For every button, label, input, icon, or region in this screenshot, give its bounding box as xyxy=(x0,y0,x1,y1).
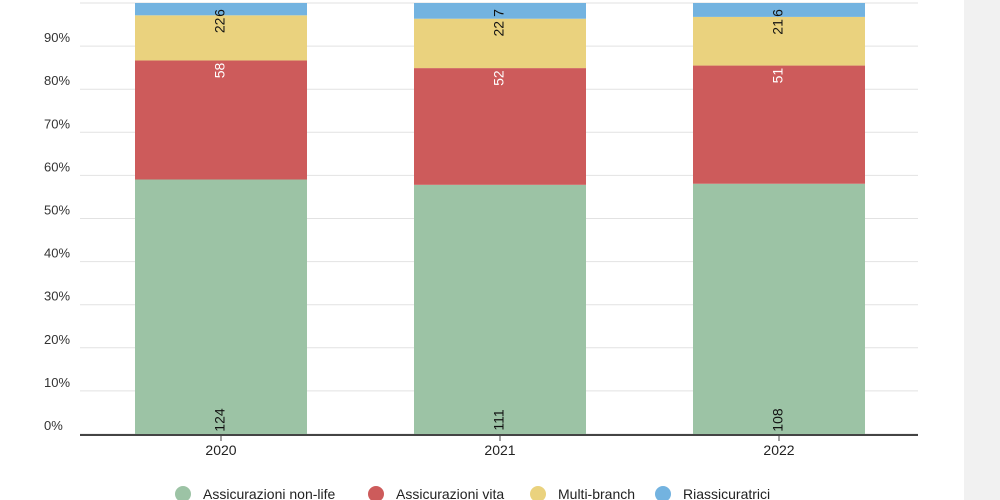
data-label: 6 xyxy=(770,9,786,17)
data-label: 52 xyxy=(491,70,507,86)
bar-segment xyxy=(414,68,586,185)
legend-label: Riassicuratrici xyxy=(683,486,770,500)
legend-swatch xyxy=(175,486,191,500)
y-tick-label: 80% xyxy=(44,73,70,88)
bar-segment xyxy=(414,18,586,69)
y-tick-label: 30% xyxy=(44,289,70,304)
bar-segment xyxy=(693,16,865,66)
bar-segment xyxy=(135,60,307,180)
data-label: 108 xyxy=(770,408,786,432)
bar-segment xyxy=(135,15,307,61)
legend: Assicurazioni non-life Assicurazioni vita… xyxy=(175,486,770,500)
x-axis: 2020 2021 2022 xyxy=(80,434,918,458)
legend-swatch xyxy=(655,486,671,500)
bar-segment xyxy=(693,65,865,184)
data-label: 51 xyxy=(770,68,786,84)
data-label: 22 xyxy=(212,17,228,33)
legend-label: Assicurazioni non-life xyxy=(203,486,335,500)
y-tick-label: 50% xyxy=(44,203,70,218)
x-tick-label: 2020 xyxy=(205,442,236,458)
bar-segment xyxy=(693,183,865,434)
data-label: 6 xyxy=(212,9,228,17)
scroll-strip xyxy=(964,0,1000,500)
x-tick-label: 2021 xyxy=(484,442,515,458)
y-tick-label: 60% xyxy=(44,159,70,174)
legend-swatch xyxy=(530,486,546,500)
legend-swatch xyxy=(368,486,384,500)
y-tick-label: 10% xyxy=(44,375,70,390)
bar-segment xyxy=(693,3,865,17)
y-tick-label: 20% xyxy=(44,332,70,347)
bar-segment xyxy=(414,184,586,434)
data-label: 124 xyxy=(212,408,228,432)
y-axis-ticks: 0% 10% 20% 30% 40% 50% 60% 70% 80% 90% xyxy=(44,30,70,433)
data-label: 22 xyxy=(491,21,507,37)
y-tick-label: 40% xyxy=(44,246,70,261)
x-tick-label: 2022 xyxy=(763,442,794,458)
legend-label: Assicurazioni vita xyxy=(396,486,504,500)
legend-label: Multi-branch xyxy=(558,486,635,500)
y-tick-label: 70% xyxy=(44,116,70,131)
bars xyxy=(135,3,865,434)
data-label: 21 xyxy=(770,19,786,35)
data-label: 7 xyxy=(491,9,507,17)
bar-segment xyxy=(414,3,586,19)
bar-segment xyxy=(135,179,307,434)
y-tick-label: 90% xyxy=(44,30,70,45)
data-label: 111 xyxy=(491,409,507,430)
bar-segment xyxy=(135,3,307,16)
data-label: 58 xyxy=(212,62,228,78)
y-tick-label: 0% xyxy=(44,418,63,433)
